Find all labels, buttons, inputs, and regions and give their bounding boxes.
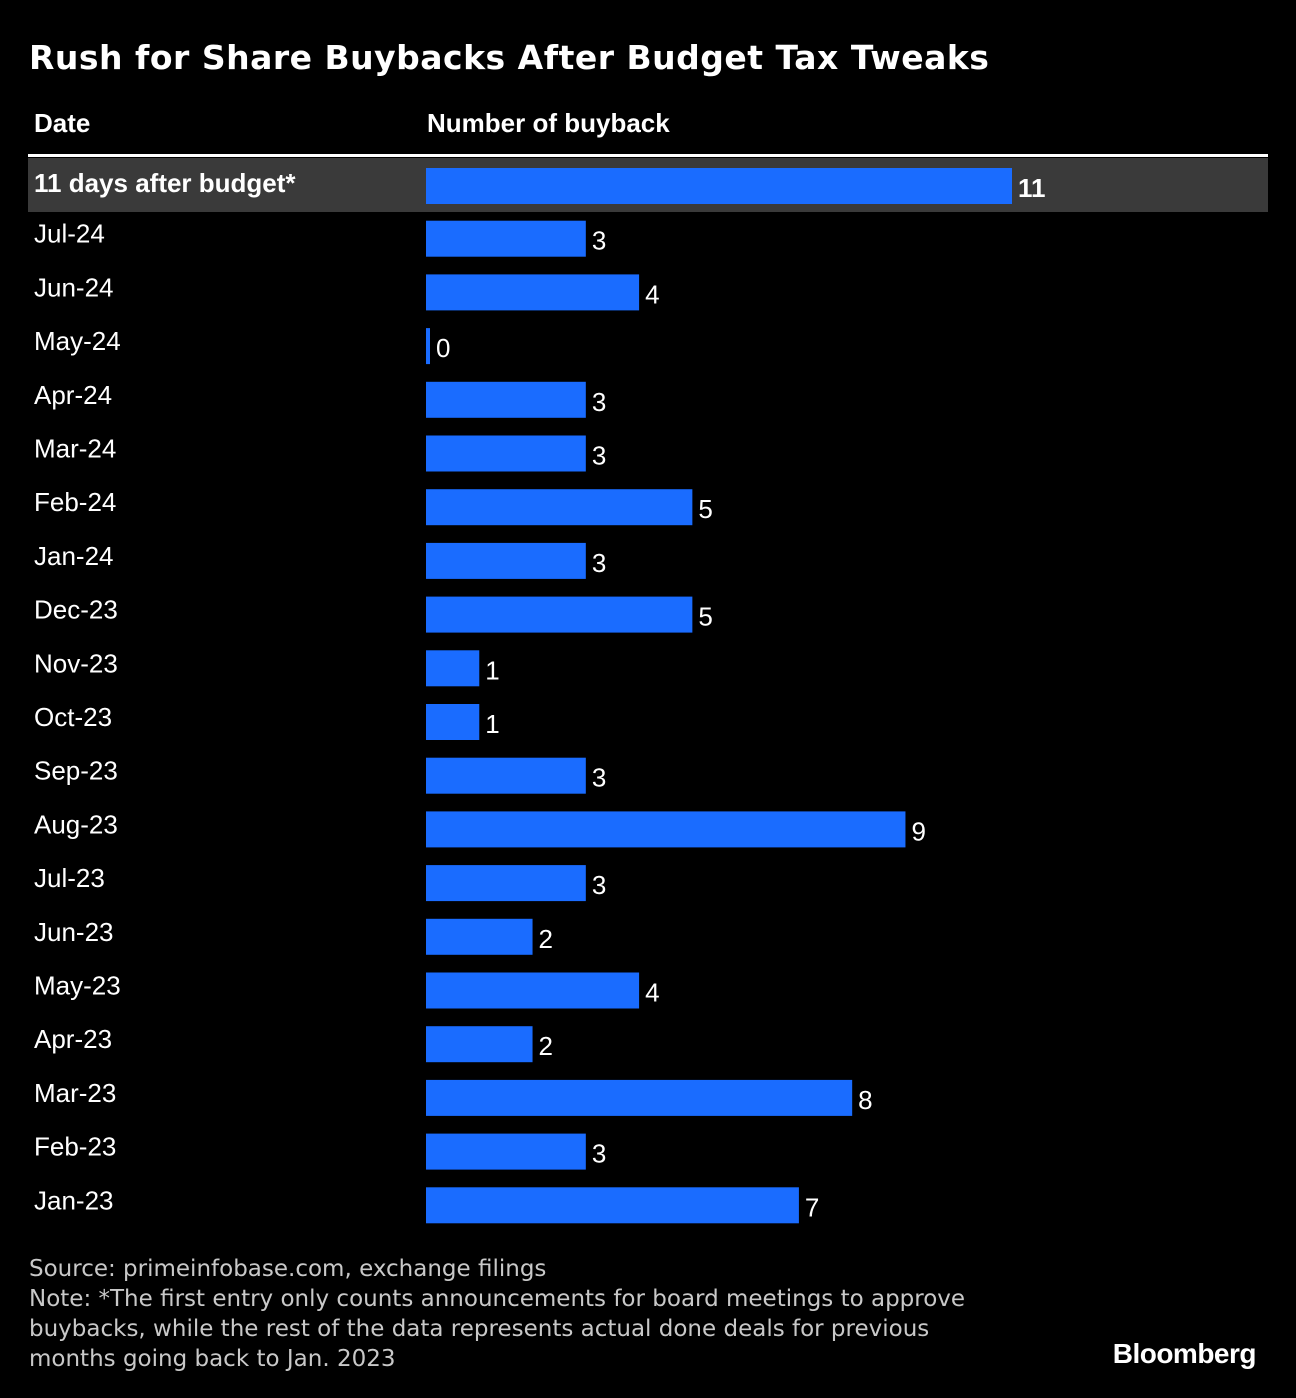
category-label: Apr-24: [34, 380, 112, 410]
value-label: 4: [645, 978, 659, 1008]
bloomberg-logo: Bloomberg: [1112, 1338, 1257, 1369]
category-label: Mar-24: [34, 434, 116, 464]
value-label: 3: [592, 1139, 606, 1169]
category-label: Jan-24: [34, 541, 114, 571]
bar: [426, 1079, 853, 1116]
value-label: 9: [911, 816, 925, 846]
category-label: Jan-23: [34, 1185, 114, 1215]
category-label: Feb-24: [34, 487, 116, 517]
source-note: Source: primeinfobase.com, exchange fili…: [29, 1256, 547, 1282]
category-label: Jul-23: [34, 863, 105, 893]
value-label: 1: [485, 655, 499, 685]
bar: [426, 1187, 799, 1224]
chart-title: Rush for Share Buybacks After Budget Tax…: [29, 38, 990, 77]
value-label: 3: [592, 870, 606, 900]
bar: [426, 435, 586, 472]
category-label: Dec-23: [34, 595, 118, 625]
value-label: 11: [1018, 173, 1046, 203]
category-label: 11 days after budget*: [34, 168, 296, 198]
category-label: Jul-24: [34, 219, 105, 249]
value-label: 3: [592, 226, 606, 256]
value-label: 5: [698, 494, 712, 524]
bar: [426, 811, 906, 848]
bar: [426, 972, 640, 1009]
value-label: 7: [805, 1192, 819, 1222]
value-label: 4: [645, 279, 659, 309]
date-column-header: Date: [34, 108, 91, 138]
category-label: Aug-23: [34, 809, 118, 839]
value-label: 1: [485, 709, 499, 739]
bar: [426, 1026, 533, 1063]
value-label: 3: [592, 548, 606, 578]
category-label: May-24: [34, 326, 121, 356]
bar: [426, 596, 693, 633]
value-label: 3: [592, 763, 606, 793]
bar: [426, 918, 533, 955]
bar: [426, 1133, 586, 1170]
category-label: Mar-23: [34, 1078, 116, 1108]
bar: [426, 865, 586, 902]
footnote: Source: primeinfobase.com, exchange fili…: [29, 1254, 1069, 1374]
value-label: 2: [539, 1031, 553, 1061]
category-label: May-23: [34, 971, 121, 1001]
category-label: Apr-23: [34, 1024, 112, 1054]
value-label: 8: [858, 1085, 872, 1115]
value-label: 3: [592, 441, 606, 471]
note-line-3: months going back to Jan. 2023: [29, 1346, 396, 1372]
number-column-header: Number of buyback: [427, 108, 670, 138]
bar: [426, 274, 640, 311]
bar: [426, 704, 480, 740]
category-label: Feb-23: [34, 1132, 116, 1162]
bar: [426, 542, 586, 579]
category-label: Jun-23: [34, 917, 114, 947]
bar: [426, 168, 1012, 204]
category-label: Nov-23: [34, 648, 118, 678]
bar: [426, 328, 430, 365]
category-label: Oct-23: [34, 702, 112, 732]
value-label: 0: [436, 333, 450, 363]
bar: [426, 381, 586, 418]
note-line-2: buybacks, while the rest of the data rep…: [29, 1316, 930, 1342]
value-label: 3: [592, 387, 606, 417]
value-label: 5: [698, 602, 712, 632]
bar: [426, 650, 480, 687]
category-label: Sep-23: [34, 756, 118, 786]
category-label: Jun-24: [34, 272, 114, 302]
bar: [426, 757, 586, 794]
bar: [426, 489, 693, 526]
bar: [426, 220, 586, 257]
note-line-1: Note: *The first entry only counts annou…: [29, 1286, 966, 1312]
header-divider: [28, 154, 1268, 157]
value-label: 2: [539, 924, 553, 954]
